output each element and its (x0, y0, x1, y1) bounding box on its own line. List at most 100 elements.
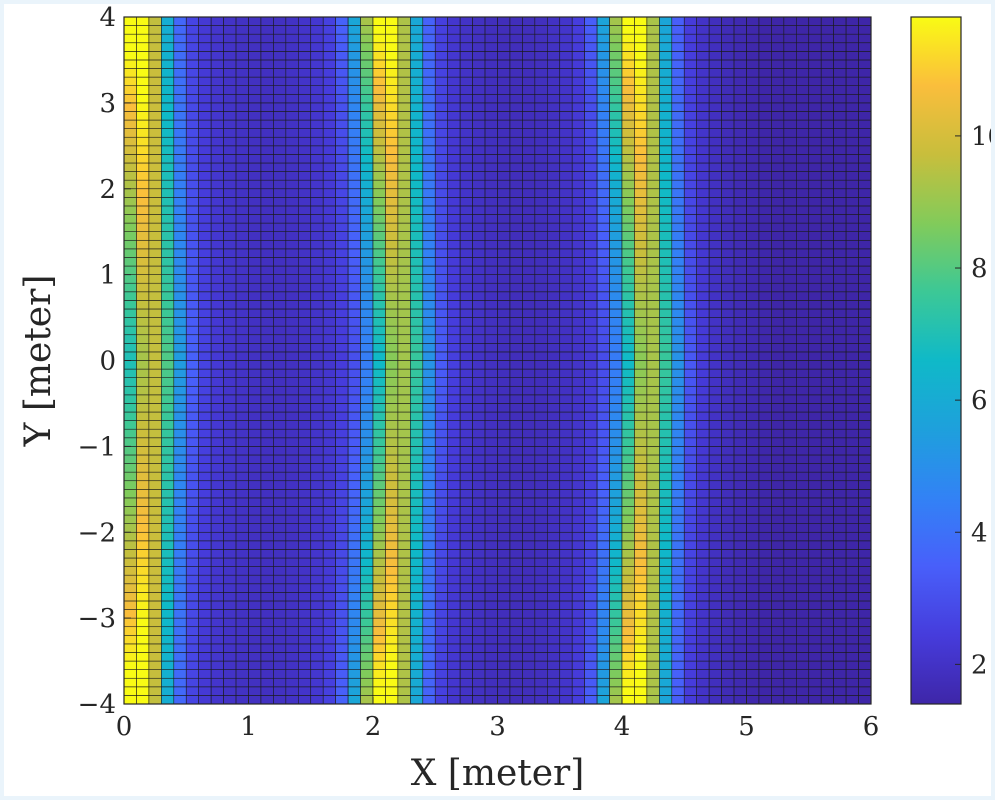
heatmap-cell (522, 214, 536, 224)
heatmap-cell (347, 317, 361, 327)
heatmap-cell (758, 76, 772, 87)
heatmap-cell (659, 25, 673, 35)
heatmap-cell (771, 574, 785, 585)
heatmap-cell (472, 162, 486, 172)
heatmap-cell (472, 583, 486, 593)
heatmap-cell (447, 257, 461, 267)
heatmap-cell (534, 626, 548, 636)
heatmap-cell (173, 308, 187, 318)
heatmap-cell (509, 25, 523, 35)
heatmap-cell (210, 626, 224, 636)
heatmap-cell (546, 626, 561, 636)
heatmap-cell (297, 351, 312, 361)
heatmap-cell (123, 59, 137, 69)
heatmap-cell (198, 394, 212, 404)
heatmap-cell (248, 291, 262, 301)
heatmap-cell (459, 677, 473, 688)
heatmap-cell (223, 557, 237, 567)
heatmap-cell (522, 171, 536, 181)
heatmap-cell (297, 617, 312, 628)
heatmap-cell (385, 652, 399, 662)
heatmap-cell (335, 368, 349, 378)
heatmap-cell (559, 136, 573, 147)
heatmap-cell (559, 222, 573, 232)
heatmap-cell (285, 368, 299, 378)
heatmap-cell (858, 214, 872, 224)
heatmap-cell (273, 660, 287, 670)
heatmap-cell (422, 549, 436, 559)
heatmap-cell (260, 497, 274, 507)
heatmap-cell (248, 403, 262, 413)
heatmap-cell (161, 660, 175, 670)
heatmap-cell (696, 300, 710, 310)
heatmap-cell (509, 334, 523, 344)
heatmap-cell (584, 257, 598, 267)
heatmap-cell (546, 531, 561, 542)
heatmap-cell (534, 300, 548, 310)
heatmap-cell (248, 557, 262, 567)
heatmap-cell (646, 282, 660, 293)
heatmap-cell (459, 471, 473, 482)
heatmap-cell (322, 102, 336, 112)
heatmap-cell (285, 566, 299, 576)
heatmap-cell (696, 549, 710, 559)
heatmap-cell (322, 42, 336, 52)
heatmap-cell (335, 523, 349, 533)
heatmap-cell (820, 592, 834, 602)
heatmap-cell (671, 222, 685, 232)
heatmap-cell (584, 523, 598, 533)
heatmap-cell (534, 531, 548, 542)
heatmap-cell (584, 154, 598, 164)
heatmap-cell (758, 231, 772, 241)
heatmap-cell (223, 205, 237, 215)
heatmap-cell (783, 343, 797, 353)
heatmap-cell (235, 76, 249, 87)
heatmap-cell (546, 257, 561, 267)
heatmap-cell (522, 540, 536, 550)
heatmap-cell (285, 205, 299, 215)
heatmap-cell (534, 68, 548, 78)
heatmap-cell (497, 102, 511, 112)
heatmap-cell (297, 51, 312, 61)
heatmap-cell (571, 634, 585, 645)
heatmap-cell (733, 257, 747, 267)
heatmap-cell (447, 68, 461, 78)
heatmap-cell (422, 25, 436, 35)
heatmap-cell (696, 162, 710, 172)
heatmap-cell (322, 660, 336, 670)
heatmap-cell (434, 68, 448, 78)
heatmap-cell (210, 368, 224, 378)
heatmap-cell (161, 617, 175, 628)
heatmap-cell (422, 377, 436, 387)
heatmap-cell (273, 652, 287, 662)
heatmap-cell (733, 506, 747, 516)
heatmap-cell (410, 497, 424, 507)
heatmap-cell (210, 592, 224, 602)
heatmap-cell (795, 403, 810, 413)
heatmap-cell (571, 446, 585, 456)
heatmap-cell (522, 609, 536, 619)
heatmap-cell (833, 231, 847, 241)
heatmap-cell (397, 428, 411, 439)
heatmap-cell (248, 660, 262, 670)
heatmap-cell (621, 489, 635, 499)
heatmap-cell (708, 33, 722, 44)
heatmap-cell (372, 394, 386, 404)
heatmap-cell (297, 385, 312, 396)
heatmap-cell (783, 102, 797, 112)
heatmap-cell (347, 162, 361, 172)
heatmap-cell (833, 171, 847, 181)
heatmap-cell (123, 652, 137, 662)
heatmap-cell (459, 171, 473, 181)
heatmap-cell (783, 411, 797, 421)
heatmap-cell (671, 634, 685, 645)
heatmap-cell (571, 506, 585, 516)
heatmap-cell (161, 76, 175, 87)
heatmap-cell (210, 308, 224, 318)
heatmap-cell (422, 59, 436, 69)
heatmap-cell (571, 51, 585, 61)
heatmap-cell (360, 626, 374, 636)
heatmap-cell (397, 574, 411, 585)
heatmap-cell (783, 334, 797, 344)
heatmap-cell (659, 643, 673, 653)
